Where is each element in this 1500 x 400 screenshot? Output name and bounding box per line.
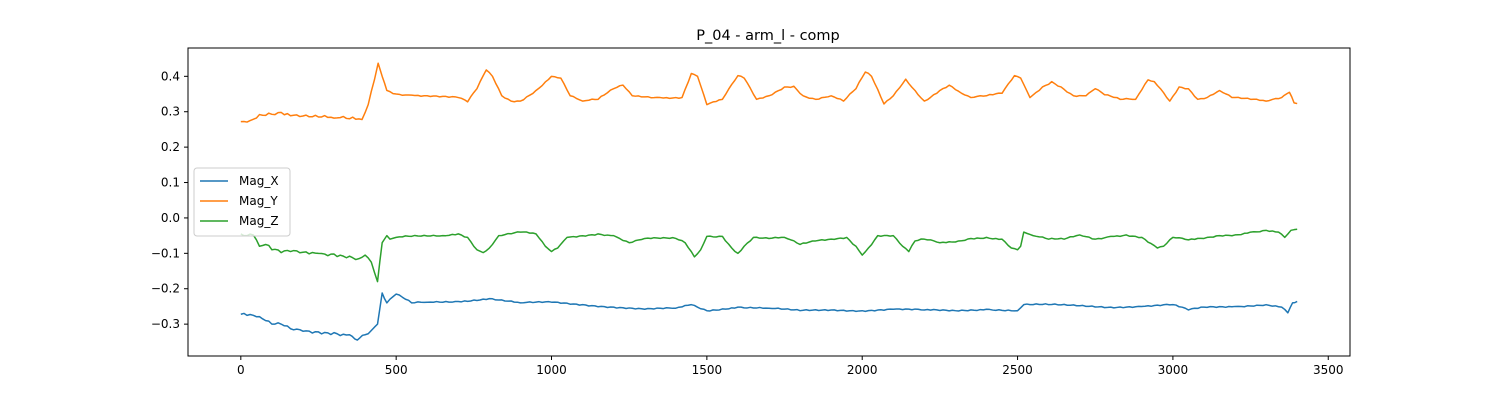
series-line-mag-z (240, 228, 1298, 283)
legend-label-mag-x: Mag_X (239, 174, 279, 188)
x-tick-label: 500 (385, 363, 408, 377)
x-tick-label: 1500 (692, 363, 723, 377)
legend-label-mag-y: Mag_Y (239, 194, 278, 208)
x-tick-label: 2000 (847, 363, 878, 377)
y-tick-label: −0.1 (151, 246, 180, 260)
axes-frame (187, 47, 1351, 357)
legend-label-mag-z: Mag_Z (239, 214, 279, 228)
legend: Mag_X Mag_Y Mag_Z (193, 167, 291, 237)
y-tick-label: 0.1 (161, 176, 180, 190)
y-tick-label: 0.3 (161, 105, 180, 119)
plot-area: 0 500 1000 1500 2000 2500 3000 3500 −0.3 −0.2 −0.1… (151, 47, 1351, 377)
series-line-mag-y (240, 62, 1298, 123)
y-tick-label: 0.2 (161, 140, 180, 154)
series-line-mag-x (240, 292, 1298, 341)
y-tick-label: 0.0 (161, 211, 180, 225)
x-tick-label: 3000 (1158, 363, 1189, 377)
x-tick-label: 3500 (1313, 363, 1344, 377)
x-tick-label: 1000 (536, 363, 567, 377)
chart-title: P_04 - arm_l - comp (696, 28, 840, 44)
legend-box (193, 167, 291, 237)
x-tick-label: 0 (237, 363, 245, 377)
y-tick-label: −0.3 (151, 317, 180, 331)
y-tick-label: −0.2 (151, 282, 180, 296)
y-tick-label: 0.4 (161, 69, 180, 83)
x-tick-label: 2500 (1002, 363, 1033, 377)
